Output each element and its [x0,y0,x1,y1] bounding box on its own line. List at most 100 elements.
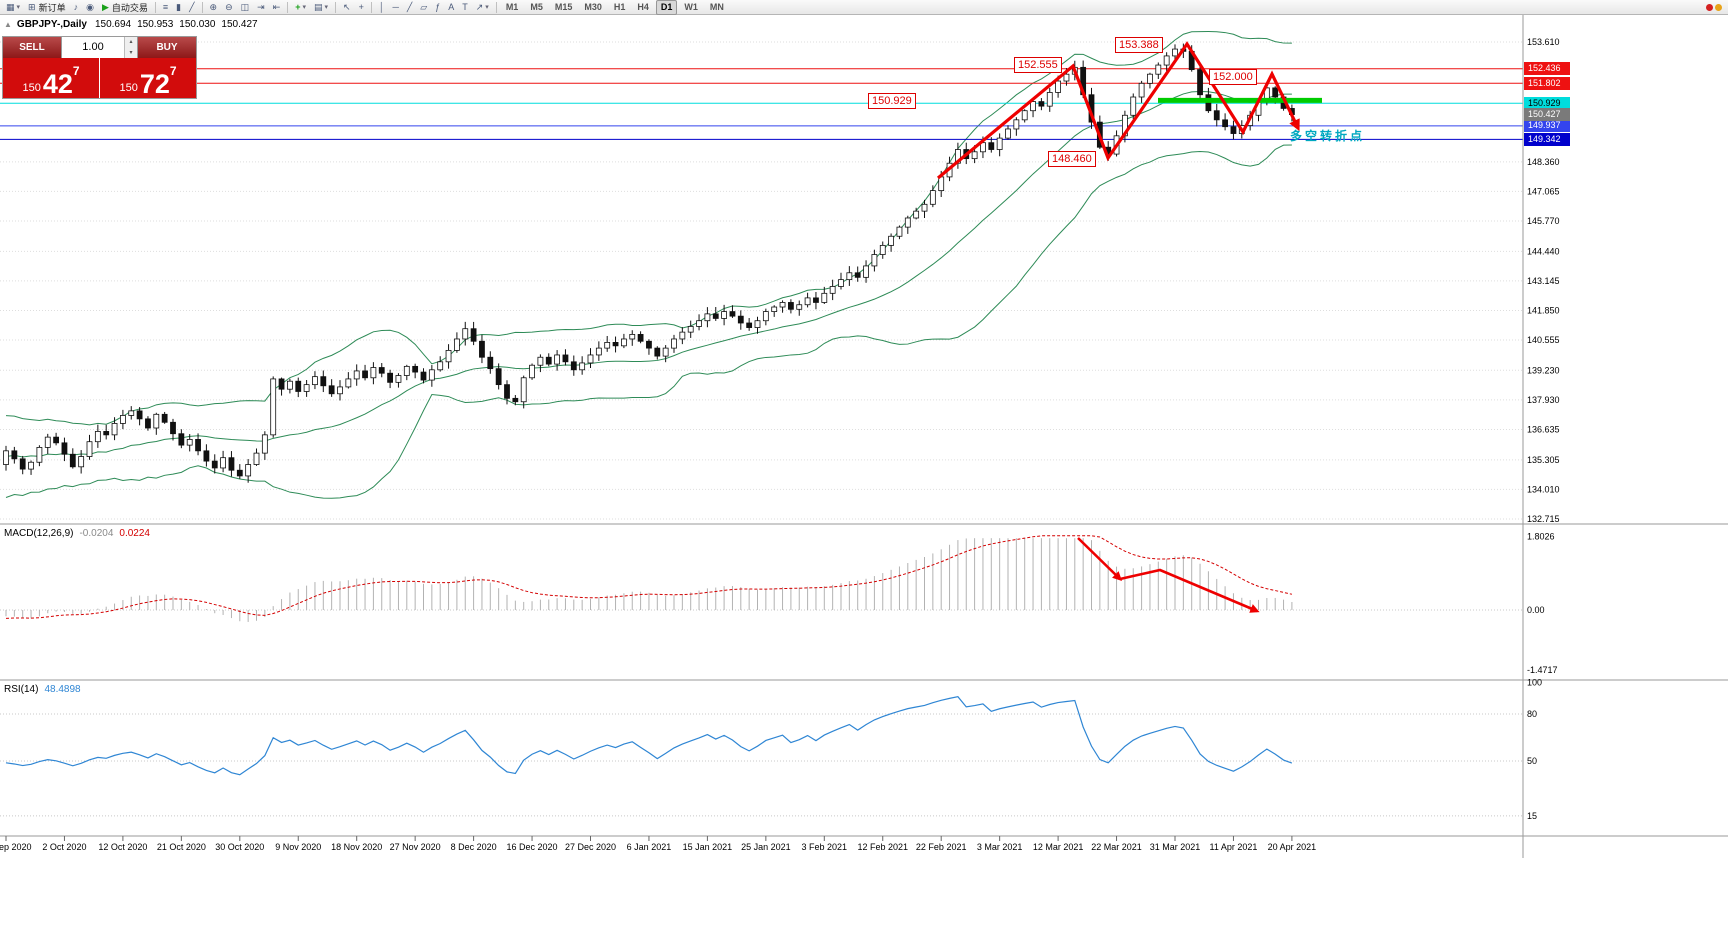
svg-text:144.440: 144.440 [1527,246,1560,256]
macd-signal-value: 0.0224 [119,528,150,539]
svg-text:8 Dec 2020: 8 Dec 2020 [451,842,497,852]
bollinger-lower-band [5,144,1292,499]
autotrading-label: 自动交易 [111,2,148,13]
svg-text:147.065: 147.065 [1527,186,1560,196]
arrows-button[interactable]: ↗ ▾ [473,1,492,14]
text-icon: A [448,1,455,12]
svg-text:3 Feb 2021: 3 Feb 2021 [802,842,848,852]
svg-text:27 Dec 2020: 27 Dec 2020 [565,842,616,852]
svg-text:135.305: 135.305 [1527,455,1560,465]
volume-spinner[interactable]: ▴ ▾ [124,37,137,58]
new-chart-icon: ▦ [6,1,15,12]
timeframe-w1-button[interactable]: W1 [684,1,698,12]
auto-scroll-button[interactable]: ⇥ [254,1,268,14]
text-label-button[interactable]: T [459,1,471,14]
svg-text:0.00: 0.00 [1527,605,1545,615]
chevron-down-icon: ▾ [485,4,489,11]
indicators-button[interactable]: + ▾ [292,1,309,14]
price-callout[interactable]: 153.388 [1115,37,1163,53]
macd-arrow-object[interactable] [1077,537,1123,581]
new-order-button[interactable]: ⊞ 新订单 [25,1,69,14]
bid-price[interactable]: 150 42 7 [3,58,99,98]
timeframe-m5-button[interactable]: M5 [530,1,543,12]
timeframe-mn-button[interactable]: MN [709,1,724,12]
new-order-icon: ⊞ [28,1,36,12]
rsi-line [5,696,1293,776]
svg-text:15: 15 [1527,811,1537,821]
trendline-icon: ╱ [406,1,413,12]
svg-text:21 Oct 2020: 21 Oct 2020 [157,842,206,852]
equidistant-channel-button[interactable]: ▱ [417,1,430,14]
ask-pips: 72 [139,69,170,99]
toolbar-separator [495,1,497,13]
ask-price[interactable]: 150 72 7 [100,58,196,98]
svg-text:153.610: 153.610 [1527,37,1560,47]
tile-windows-button[interactable]: ◫ [238,1,253,14]
chart-line-icon: ╱ [189,1,195,12]
bollinger-upper-band [5,31,1292,426]
time-axis[interactable] [0,836,1523,858]
one-click-collapse-button[interactable]: ▲ [4,20,12,29]
text-button[interactable]: A [445,1,457,14]
chart-shift-button[interactable]: ⇤ [270,1,284,14]
timeframe-h1-button[interactable]: H1 [613,1,626,12]
rsi-value: 48.4898 [44,684,81,695]
svg-text:132.715: 132.715 [1527,514,1560,524]
note-text[interactable]: 多空转折点 [1290,129,1366,143]
timeframe-m1-button[interactable]: M1 [505,1,519,12]
alerts-button[interactable]: ♪ [71,1,82,14]
auto-scroll-icon: ⇥ [257,1,265,12]
chart-line-button[interactable]: ╱ [186,1,197,14]
svg-text:134.010: 134.010 [1527,484,1560,494]
zoom-out-button[interactable]: ⊖ [222,1,236,14]
rsi-indicator-label: RSI(14) 48.4898 [4,684,81,695]
timeframe-m15-button[interactable]: M15 [554,1,573,12]
rsi-name: RSI(14) [4,684,39,695]
toolbar-separator [287,1,289,13]
volume-increase-button[interactable]: ▴ [129,39,133,45]
autotrading-button[interactable]: ▶ 自动交易 [99,1,151,14]
trend-arrow-object[interactable] [936,41,1300,180]
svg-text:25 Jan 2021: 25 Jan 2021 [741,842,791,852]
svg-text:-1.4717: -1.4717 [1527,665,1558,675]
chevron-down-icon: ▾ [302,4,307,11]
equidistant-channel-icon: ▱ [420,1,428,12]
timeframe-h4-button[interactable]: H4 [637,1,649,12]
toolbar-separator [335,1,337,13]
community-button[interactable]: ◉ [83,1,97,14]
sell-button[interactable]: SELL [3,37,61,58]
svg-text:12 Oct 2020: 12 Oct 2020 [98,842,147,852]
volume-decrease-button[interactable]: ▾ [129,49,133,56]
chart-candles-button[interactable]: ▮ [173,1,184,14]
one-click-trading-panel: SELL 1.00 ▴ ▾ BUY 150 42 7 [2,36,197,99]
svg-text:148.360: 148.360 [1527,157,1560,167]
chart-bars-icon: ≡ [162,1,169,12]
timeframe-d1-button[interactable]: D1 [655,0,678,15]
trendline-button[interactable]: ╱ [404,1,415,14]
svg-text:2 Oct 2020: 2 Oct 2020 [42,842,86,852]
bid-big-figure: 150 [22,82,41,94]
macd-arrow-object[interactable] [1119,568,1260,613]
timeframe-m30-button[interactable]: M30 [584,1,602,12]
fibonacci-button[interactable]: ƒ [432,1,443,14]
price-callout[interactable]: 148.460 [1048,151,1096,167]
zoom-in-button[interactable]: ⊕ [207,1,221,14]
templates-button[interactable]: ▤ ▾ [311,1,331,14]
volume-field[interactable]: 1.00 ▴ ▾ [61,37,138,58]
price-callout[interactable]: 152.555 [1014,57,1062,73]
new-chart-button[interactable]: ▦ ▾ [3,1,23,14]
volume-value[interactable]: 1.00 [82,41,104,53]
svg-text:141.850: 141.850 [1527,305,1560,315]
chart-bars-button[interactable]: ≡ [160,1,171,14]
horizontal-line-button[interactable]: ─ [389,1,401,14]
horizontal-line-icon: ─ [392,1,399,12]
buy-button[interactable]: BUY [138,37,196,58]
crosshair-button[interactable]: + [356,1,367,14]
price-callout[interactable]: 152.000 [1209,69,1257,85]
vertical-line-button[interactable]: │ [376,1,388,14]
price-callout[interactable]: 150.929 [868,93,916,109]
cursor-button[interactable]: ↖ [340,1,354,14]
bid-pipette: 7 [72,64,80,78]
price-axis-tag: 150.929 [1524,97,1570,110]
